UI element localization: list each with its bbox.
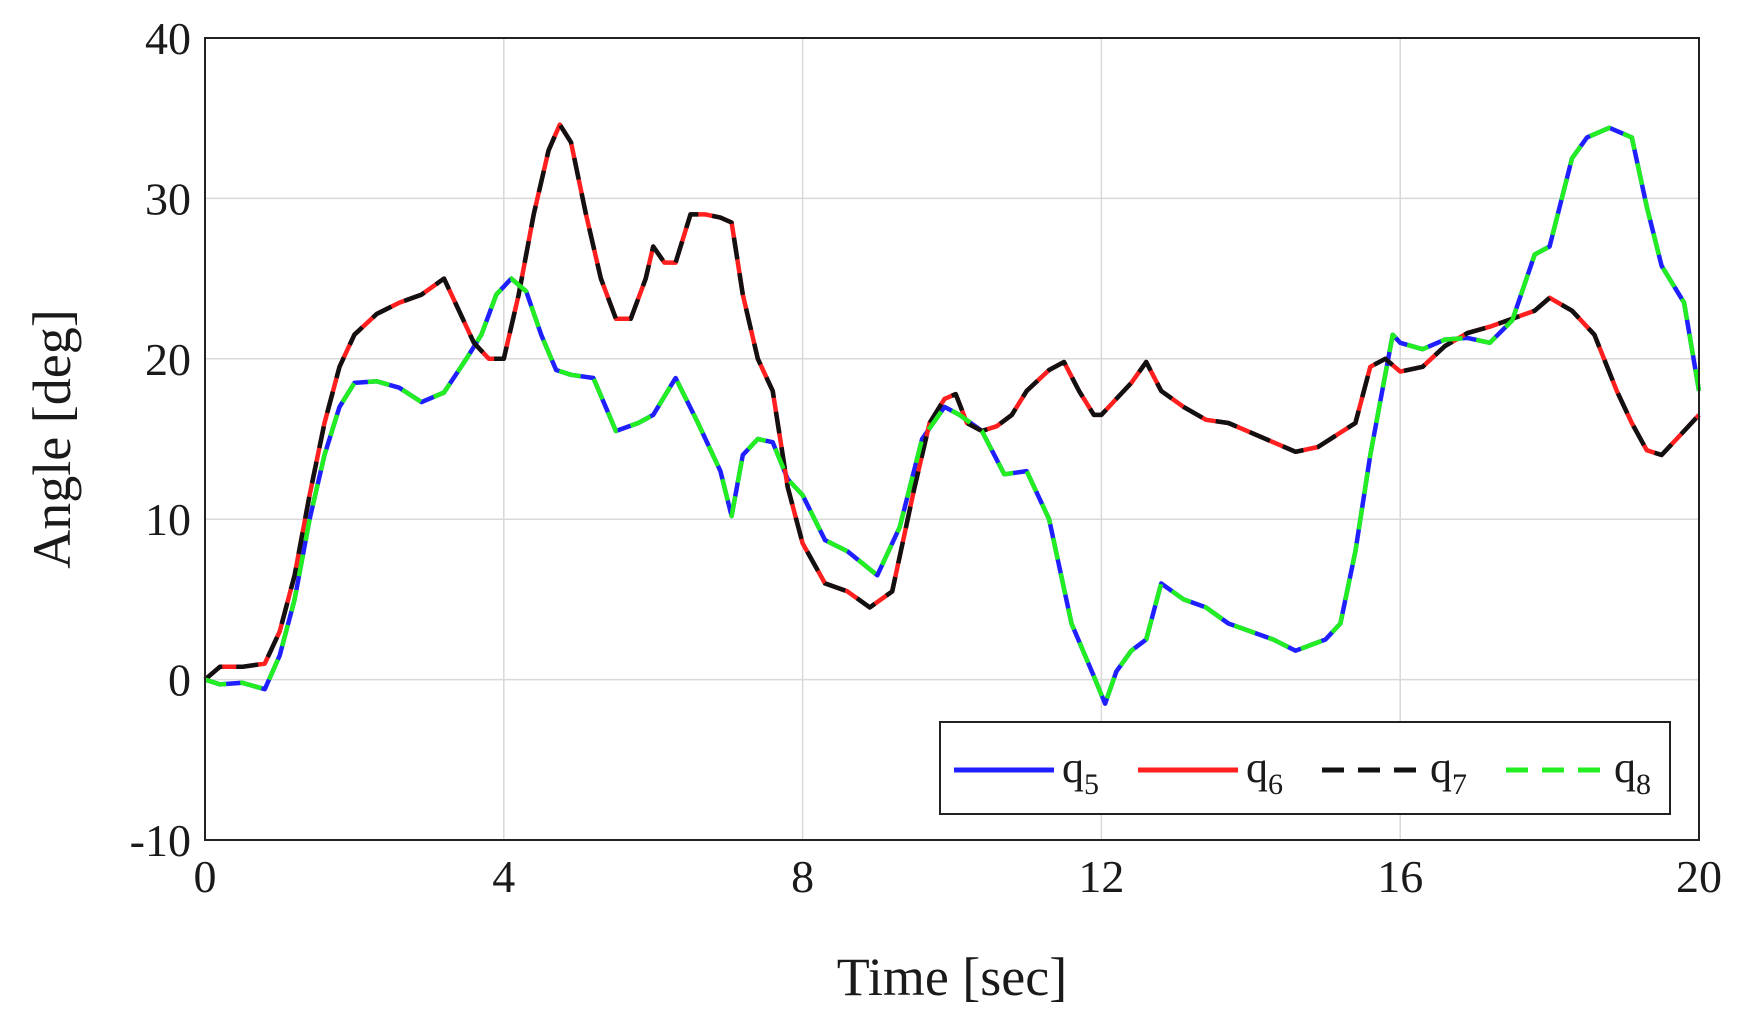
- legend-label-q8: q8: [1614, 743, 1651, 801]
- x-tick-label: 12: [1078, 851, 1124, 902]
- legend-label-q7: q7: [1430, 743, 1467, 801]
- y-axis-label: Angle [deg]: [22, 309, 82, 568]
- series-line-q6: [203, 122, 1701, 682]
- series-line-q5: [204, 125, 1702, 706]
- legend-label-q5: q5: [1062, 743, 1099, 801]
- y-tick-label: 30: [145, 173, 191, 224]
- legend-label-q6: q6: [1246, 743, 1283, 801]
- series-lines: [203, 122, 1702, 706]
- x-tick-label: 0: [194, 851, 217, 902]
- grid-lines: [204, 37, 1700, 841]
- y-tick-label: -10: [130, 815, 191, 866]
- x-tick-label: 4: [492, 851, 515, 902]
- legend: q5 q6 q7 q8: [939, 721, 1671, 815]
- x-tick-label: 8: [791, 851, 814, 902]
- y-tick-label: 20: [145, 334, 191, 385]
- plot-frame: [204, 37, 1700, 841]
- series-line-q7: [203, 122, 1701, 682]
- x-tick-label: 16: [1377, 851, 1423, 902]
- y-tick-label: 40: [145, 13, 191, 64]
- series-line-q8: [204, 125, 1702, 706]
- y-tick-label: 10: [145, 494, 191, 545]
- x-axis-label: Time [sec]: [837, 947, 1067, 1007]
- x-tick-label: 20: [1676, 851, 1722, 902]
- y-tick-label: 0: [168, 655, 191, 706]
